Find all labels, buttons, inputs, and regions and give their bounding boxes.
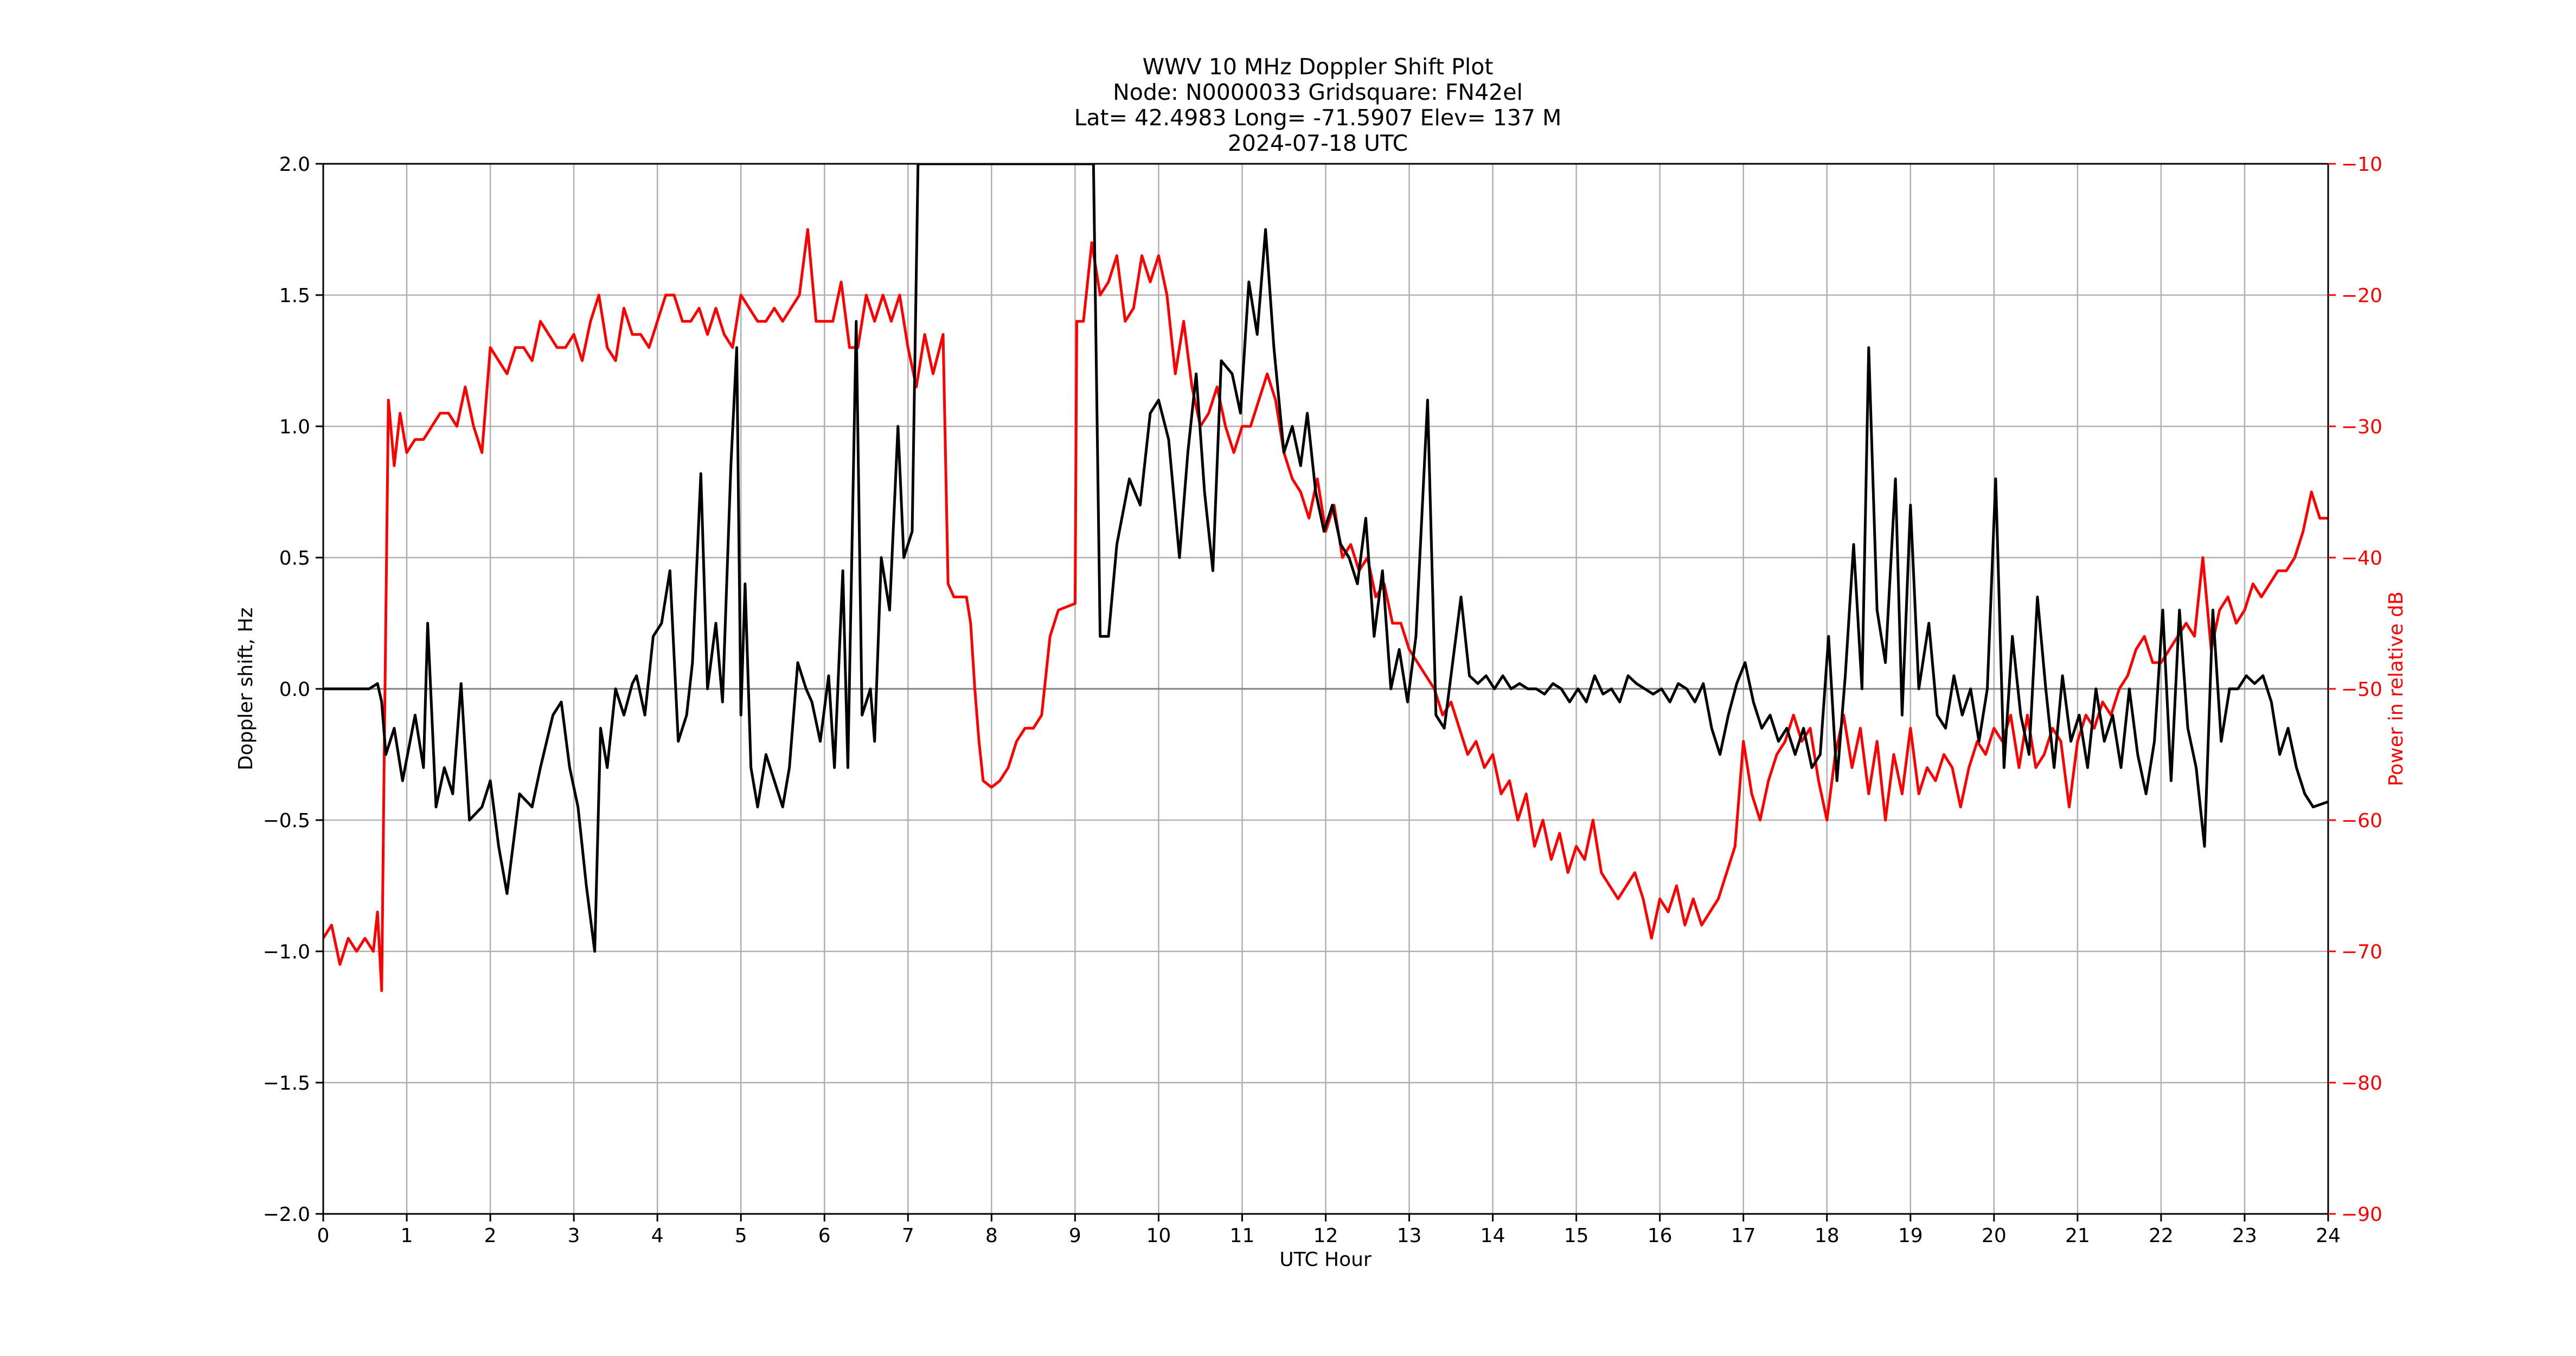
x-tick-label: 22	[2149, 1225, 2174, 1247]
x-tick-label: 0	[317, 1225, 330, 1247]
x-axis-ticks: 0 1 2 3 4 5 6 7 8 9 10 11 12 13 14 15 16 17 18 19 20 21 22 23 24	[317, 1214, 2341, 1247]
y-left-tick-label: 1.0	[279, 416, 310, 438]
x-tick-label: 3	[568, 1225, 580, 1247]
x-tick-label: 16	[1648, 1225, 1673, 1247]
title-line-3: Lat= 42.4983 Long= -71.5907 Elev= 137 M	[1074, 105, 1562, 131]
x-tick-label: 8	[985, 1225, 998, 1247]
chart-title: WWV 10 MHz Doppler Shift Plot Node: N000…	[1074, 54, 1562, 156]
x-tick-label: 7	[902, 1225, 914, 1247]
y-left-tick-label: −1.5	[263, 1072, 310, 1095]
x-tick-label: 4	[651, 1225, 664, 1247]
x-tick-label: 15	[1564, 1225, 1589, 1247]
y-right-tick-label: −20	[2341, 285, 2382, 307]
y-axis-left-ticks: −2.0 −1.5 −1.0 −0.5 0.0 0.5 1.0 1.5 2.0	[263, 153, 323, 1226]
y-right-tick-label: −70	[2341, 941, 2382, 963]
y-right-tick-label: −90	[2341, 1204, 2382, 1226]
y-left-tick-label: 1.5	[279, 285, 310, 307]
x-tick-label: 13	[1397, 1225, 1422, 1247]
x-tick-label: 6	[818, 1225, 831, 1247]
y-right-tick-label: −50	[2341, 679, 2382, 701]
y-left-tick-label: −1.0	[263, 941, 310, 963]
x-tick-label: 23	[2232, 1225, 2257, 1247]
x-tick-label: 17	[1731, 1225, 1756, 1247]
y-axis-left-label: Doppler shift, Hz	[235, 607, 257, 770]
y-right-tick-label: −80	[2341, 1072, 2382, 1095]
y-left-tick-label: 2.0	[279, 153, 310, 176]
y-axis-right-ticks: −90 −80 −70 −60 −50 −40 −30 −20 −10	[2328, 153, 2382, 1226]
x-tick-label: 10	[1146, 1225, 1171, 1247]
x-tick-label: 12	[1313, 1225, 1338, 1247]
x-tick-label: 9	[1069, 1225, 1081, 1247]
series-power-line	[323, 228, 2328, 993]
x-axis-label: UTC Hour	[1279, 1249, 1372, 1271]
y-right-tick-label: −30	[2341, 416, 2382, 438]
x-tick-label: 11	[1230, 1225, 1255, 1247]
x-tick-label: 14	[1481, 1225, 1505, 1247]
y-left-tick-label: −0.5	[263, 810, 310, 832]
y-left-tick-label: 0.5	[279, 547, 310, 570]
y-left-tick-label: 0.0	[279, 679, 310, 701]
y-axis-right-label: Power in relative dB	[2385, 591, 2407, 786]
title-line-4: 2024-07-18 UTC	[1228, 130, 1408, 156]
series-doppler-line	[323, 164, 2328, 953]
x-tick-label: 18	[1815, 1225, 1840, 1247]
plot-area	[323, 164, 2328, 993]
x-tick-label: 19	[1898, 1225, 1923, 1247]
title-line-1: WWV 10 MHz Doppler Shift Plot	[1143, 54, 1494, 80]
x-tick-label: 1	[401, 1225, 413, 1247]
x-tick-label: 20	[1982, 1225, 2007, 1247]
y-left-tick-label: −2.0	[263, 1204, 310, 1226]
y-right-tick-label: −40	[2341, 547, 2382, 570]
x-tick-label: 2	[484, 1225, 497, 1247]
y-right-tick-label: −10	[2341, 153, 2382, 176]
title-line-2: Node: N0000033 Gridsquare: FN42el	[1113, 79, 1523, 105]
x-tick-label: 5	[735, 1225, 747, 1247]
x-tick-label: 21	[2065, 1225, 2090, 1247]
x-tick-label: 24	[2316, 1225, 2341, 1247]
y-right-tick-label: −60	[2341, 810, 2382, 832]
